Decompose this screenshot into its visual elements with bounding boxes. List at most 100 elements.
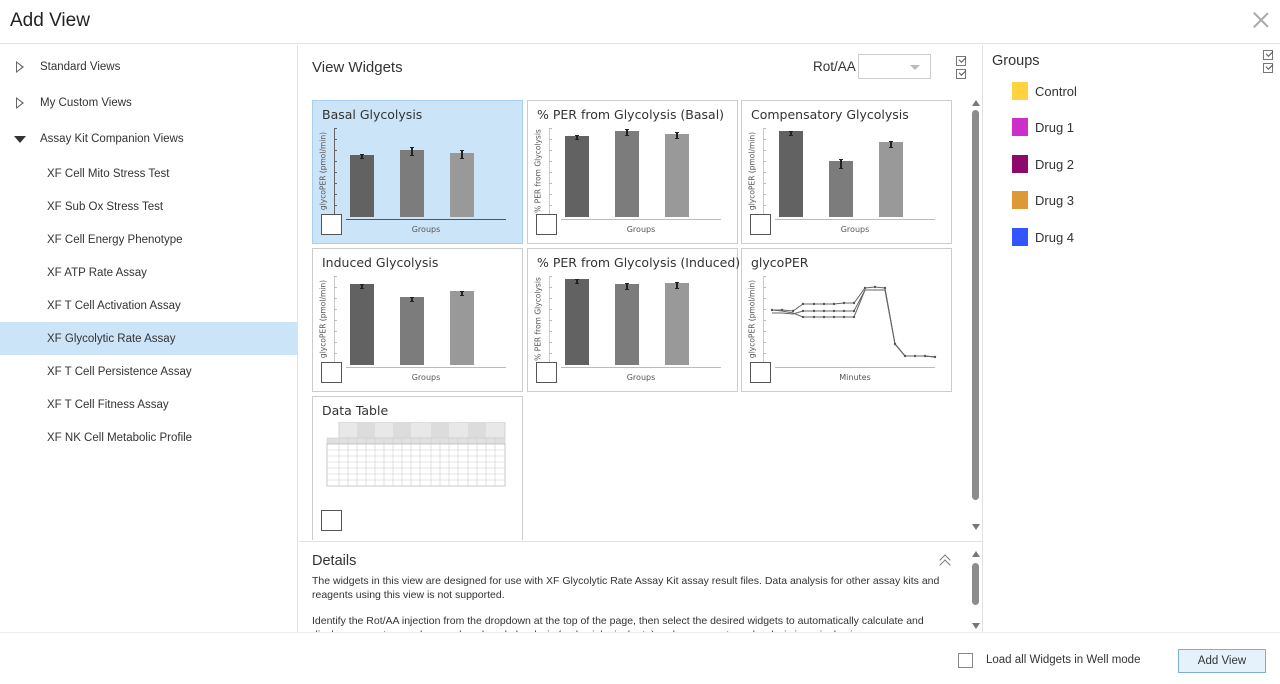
- tree-section-my-custom-views[interactable]: My Custom Views: [0, 85, 297, 121]
- color-swatch: [1012, 191, 1028, 209]
- group-item-drug-1[interactable]: Drug 1: [1012, 117, 1074, 137]
- widget-title: glycoPER: [751, 255, 809, 270]
- groups-panel: Groups Control Drug 1 Drug 2 Drug 3 Drug…: [984, 45, 1280, 632]
- collapse-chevron-icon[interactable]: [939, 553, 953, 571]
- scroll-down-icon[interactable]: [972, 623, 980, 629]
- section-label: Standard Views: [40, 61, 121, 73]
- widget-grid: Basal Glycolysis glycoPER (pmol/min) Gro…: [312, 100, 957, 540]
- details-text: The widgets in this view are designed fo…: [312, 575, 957, 632]
- tree-section-standard-views[interactable]: Standard Views: [0, 49, 297, 85]
- widget-checkbox[interactable]: [321, 510, 342, 531]
- color-swatch: [1012, 228, 1028, 246]
- widget-checkbox[interactable]: [536, 214, 557, 235]
- view-widgets-title: View Widgets: [312, 59, 403, 76]
- expand-triangle-icon: [16, 97, 24, 109]
- bar: [565, 279, 589, 365]
- bar: [450, 153, 474, 217]
- group-label: Drug 3: [1035, 192, 1075, 208]
- select-all-groups-icon[interactable]: [1263, 50, 1275, 76]
- y-axis: [763, 128, 767, 216]
- y-axis-label: glycoPER (pmol/min): [318, 279, 328, 359]
- x-axis: [346, 219, 506, 220]
- tree-item-t-cell-activation-assay[interactable]: XF T Cell Activation Assay: [47, 299, 181, 312]
- details-paragraph: The widgets in this view are designed fo…: [312, 575, 940, 601]
- tree-item-sub-ox-stress-test[interactable]: XF Sub Ox Stress Test: [47, 200, 164, 213]
- bar: [829, 161, 853, 217]
- color-swatch: [1012, 155, 1028, 173]
- widget-title: Induced Glycolysis: [322, 255, 439, 270]
- well-mode-label: Load all Widgets in Well mode: [986, 654, 1141, 666]
- tree-item-t-cell-persistence-assay[interactable]: XF T Cell Persistence Assay: [47, 365, 192, 378]
- widget-title: Basal Glycolysis: [322, 107, 423, 122]
- group-label: Drug 1: [1035, 119, 1075, 135]
- group-label: Drug 2: [1035, 156, 1075, 172]
- details-scrollbar[interactable]: [971, 551, 981, 629]
- tree-item-t-cell-fitness-assay[interactable]: XF T Cell Fitness Assay: [47, 398, 169, 411]
- rot-aa-dropdown[interactable]: [858, 54, 931, 79]
- widget-per-glycolysis-induced[interactable]: % PER from Glycolysis (Induced) % PER fr…: [527, 248, 741, 392]
- tree-section-assay-kit-companion-views[interactable]: Assay Kit Companion Views: [0, 121, 297, 157]
- color-swatch: [1012, 118, 1028, 136]
- widget-checkbox[interactable]: [536, 362, 557, 383]
- bar: [350, 155, 374, 217]
- widget-data-table[interactable]: Data Table: [312, 396, 523, 540]
- widget-basal-glycolysis[interactable]: Basal Glycolysis glycoPER (pmol/min) Gro…: [312, 100, 523, 244]
- scroll-up-icon[interactable]: [972, 100, 980, 106]
- widget-checkbox[interactable]: [750, 214, 771, 235]
- well-mode-checkbox[interactable]: [958, 653, 973, 668]
- details-title: Details: [312, 553, 357, 569]
- bar: [565, 136, 589, 217]
- group-label: Drug 4: [1035, 229, 1075, 245]
- widget-checkbox[interactable]: [750, 362, 771, 383]
- tree-item-glycolytic-rate-assay[interactable]: XF Glycolytic Rate Assay: [0, 322, 297, 355]
- details-panel: Details The widgets in this view are des…: [299, 541, 983, 632]
- rot-aa-label: Rot/AA: [813, 59, 856, 74]
- x-axis: [561, 367, 721, 368]
- y-axis-label: % PER from Glycolysis: [533, 277, 543, 361]
- group-item-drug-2[interactable]: Drug 2: [1012, 154, 1074, 174]
- bar: [615, 131, 639, 217]
- group-item-drug-4[interactable]: Drug 4: [1012, 227, 1074, 247]
- tree-item-cell-energy-phenotype[interactable]: XF Cell Energy Phenotype: [47, 233, 183, 246]
- color-swatch: [1012, 82, 1028, 100]
- chevron-down-icon: [910, 65, 920, 70]
- scroll-down-icon[interactable]: [972, 524, 980, 530]
- expand-triangle-icon: [16, 61, 24, 73]
- table-preview-icon: [326, 422, 506, 487]
- widget-compensatory-glycolysis[interactable]: Compensatory Glycolysis glycoPER (pmol/m…: [741, 100, 952, 244]
- widget-checkbox[interactable]: [321, 362, 342, 383]
- widget-title: % PER from Glycolysis (Basal): [537, 107, 725, 122]
- widget-per-glycolysis-basal[interactable]: % PER from Glycolysis (Basal) % PER from…: [527, 100, 738, 244]
- close-icon[interactable]: [1252, 11, 1270, 29]
- group-item-control[interactable]: Control: [1012, 81, 1077, 101]
- bar: [665, 283, 689, 365]
- add-view-button[interactable]: Add View: [1178, 649, 1266, 673]
- x-axis: [561, 219, 721, 220]
- tree-item-atp-rate-assay[interactable]: XF ATP Rate Assay: [47, 266, 147, 279]
- widget-checkbox[interactable]: [321, 214, 342, 235]
- widget-glycoper[interactable]: glycoPER glycoPER (pmol/min): [741, 248, 952, 392]
- y-axis: [549, 276, 553, 364]
- section-label: My Custom Views: [40, 97, 132, 109]
- widgets-scrollbar[interactable]: [971, 100, 981, 530]
- scroll-up-icon[interactable]: [972, 551, 980, 557]
- widget-title: Compensatory Glycolysis: [751, 107, 909, 122]
- widget-induced-glycolysis[interactable]: Induced Glycolysis glycoPER (pmol/min) G…: [312, 248, 523, 392]
- bar: [779, 131, 803, 217]
- scrollbar-thumb[interactable]: [972, 563, 979, 605]
- scrollbar-thumb[interactable]: [972, 110, 979, 500]
- x-axis-label: Groups: [626, 373, 656, 382]
- y-axis-label: glycoPER (pmol/min): [318, 131, 328, 211]
- select-all-widgets-icon[interactable]: [956, 56, 968, 82]
- details-paragraph: Identify the Rot/AA injection from the d…: [312, 615, 924, 632]
- widget-title: % PER from Glycolysis (Induced): [537, 255, 741, 270]
- y-axis-label: glycoPER (pmol/min): [747, 279, 757, 359]
- tree-item-nk-cell-metabolic-profile[interactable]: XF NK Cell Metabolic Profile: [47, 431, 193, 444]
- bar: [400, 297, 424, 365]
- x-axis-label: Groups: [626, 225, 656, 234]
- tree-item-cell-mito-stress-test[interactable]: XF Cell Mito Stress Test: [47, 167, 170, 180]
- x-axis-label: Groups: [411, 373, 441, 382]
- y-axis: [763, 276, 767, 364]
- group-item-drug-3[interactable]: Drug 3: [1012, 190, 1074, 210]
- section-label: Assay Kit Companion Views: [40, 133, 184, 145]
